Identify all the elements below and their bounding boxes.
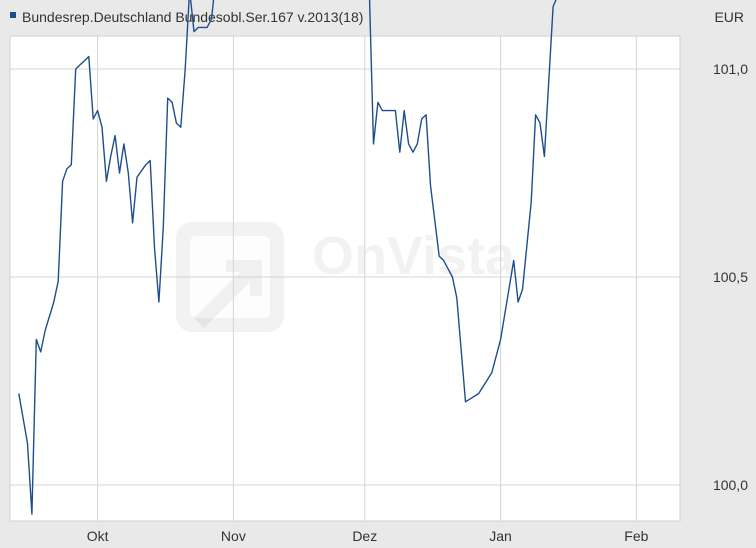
y-tick-label: 101,0 [713,61,748,77]
currency-label: EUR [714,9,744,25]
legend-marker [10,12,16,18]
watermark-text: OnVista [312,226,516,286]
x-tick-label: Okt [87,528,109,544]
x-tick-label: Jan [489,528,512,544]
x-tick-label: Nov [221,528,246,544]
y-tick-label: 100,0 [713,477,748,493]
series-line [18,0,557,515]
x-tick-label: Feb [624,528,648,544]
x-tick-label: Dez [352,528,377,544]
plot-area [9,35,681,522]
y-tick-label: 100,5 [713,269,748,285]
